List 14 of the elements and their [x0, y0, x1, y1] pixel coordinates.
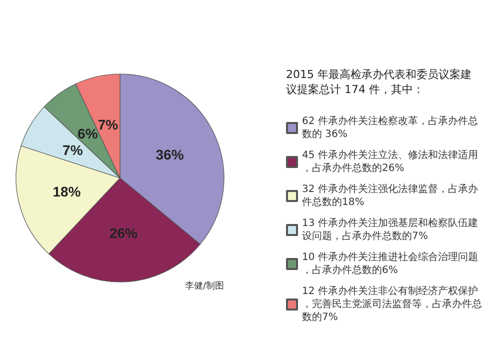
legend-label: 45 件承办件关注立法、修法和法律适用，占承办件总数的26% — [302, 149, 478, 174]
data-label: 26% — [109, 224, 138, 241]
data-label: 36% — [156, 146, 184, 163]
text: 李健/制图 — [185, 280, 224, 292]
legend-label: 13 件承办件关注加强基层和检察队伍建设问题，占承办件总数的7% — [302, 217, 478, 242]
legend-label: 32 件承办件关注强化法律监督，占承办件总数的18% — [302, 183, 478, 208]
legend-label: 62 件承办件关注检察改革，占承办件总数的 36% — [302, 115, 478, 140]
legend-label: 10 件承办件关注推进社会综合治理问题，占承办件总数的6% — [302, 251, 478, 276]
chart-title: 2015 年最高检承办代表和委员议案建议提案总计 174 件，其中： — [286, 68, 472, 96]
data-label: 7% — [62, 142, 84, 158]
legend-label: 12 件承办件关注非公有制经济产权保护，完善民主党派司法监督等，占承办件总数的7% — [302, 285, 482, 323]
data-label: 7% — [98, 116, 119, 132]
data-label: 6% — [78, 126, 98, 142]
data-label: 18% — [52, 184, 82, 200]
